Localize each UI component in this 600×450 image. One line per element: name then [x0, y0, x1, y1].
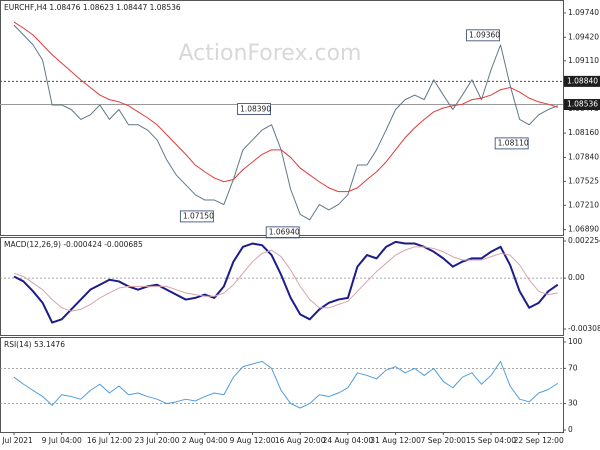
x-tick-label: 24 Aug 04:00 — [323, 436, 374, 445]
series-line — [13, 21, 558, 193]
annotation-box — [179, 210, 214, 223]
annotation-label: 1.07150 — [183, 212, 214, 221]
y-tick-label: -0.003088 — [568, 324, 600, 333]
x-tick-label: 16 Jul 12:00 — [87, 436, 132, 445]
y-tick-label: 1.09420 — [568, 32, 599, 41]
level-label-box — [564, 98, 600, 110]
y-tick-label: 0.00 — [568, 273, 585, 282]
x-tick-label: 2 Aug 04:00 — [182, 436, 228, 445]
watermark: ActionForex.com — [179, 41, 362, 66]
series-line — [13, 360, 559, 409]
y-tick-label: 0 — [568, 425, 573, 434]
level-label-box — [564, 75, 600, 87]
y-tick-label: 1.07840 — [568, 152, 599, 161]
x-tick-label: 7 Sep 20:00 — [421, 436, 467, 445]
y-tick-label: 1.09740 — [568, 8, 599, 17]
y-tick-label: 30 — [568, 399, 578, 408]
panel-title: RSI(14) 53.1476 — [4, 340, 65, 349]
x-tick-label: 22 Sep 12:00 — [514, 436, 564, 445]
level-label: 1.08536 — [567, 99, 598, 108]
annotation-box — [237, 103, 271, 115]
series-line — [13, 246, 558, 312]
annotation-box — [466, 29, 500, 42]
y-tick-label: 100 — [568, 337, 583, 346]
panel-frame — [0, 237, 564, 336]
annotation-box — [494, 137, 529, 150]
x-tick-label: 16 Aug 20:00 — [275, 436, 326, 445]
panel-title: EURCHF,H4 1.08476 1.08623 1.08447 1.0853… — [4, 3, 181, 12]
y-tick-label: 1.06890 — [568, 225, 599, 234]
x-tick-label: 1 Jul 2021 — [0, 436, 33, 445]
y-tick-label: 1.07525 — [568, 176, 599, 185]
annotation-label: 1.08110 — [498, 139, 529, 148]
annotation-label: 1.09360 — [469, 31, 500, 40]
y-tick-label: 0.002254 — [568, 236, 600, 245]
panel-title: MACD(12,26,9) -0.000424 -0.000685 — [4, 240, 143, 249]
y-tick-label: 1.09110 — [568, 56, 599, 65]
level-label: 1.08840 — [567, 76, 598, 85]
y-tick-label: 70 — [568, 363, 578, 372]
annotation-label: 1.06940 — [269, 228, 300, 237]
series-line — [13, 24, 558, 221]
y-tick-label: 1.07210 — [568, 200, 599, 209]
x-tick-label: 9 Jul 04:00 — [42, 436, 82, 445]
x-tick-label: 15 Sep 04:00 — [466, 436, 516, 445]
x-tick-label: 9 Aug 12:00 — [230, 436, 276, 445]
annotation-label: 1.08390 — [240, 104, 271, 113]
y-tick-label: 1.08160 — [568, 128, 599, 137]
x-tick-label: 31 Aug 12:00 — [370, 436, 421, 445]
x-tick-label: 23 Jul 20:00 — [135, 436, 180, 445]
panel-frame — [0, 337, 564, 433]
